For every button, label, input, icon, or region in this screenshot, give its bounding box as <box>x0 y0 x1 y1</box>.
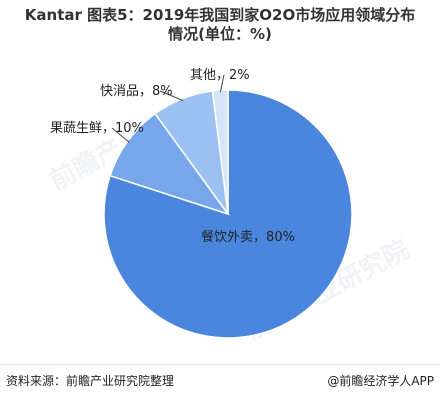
leader-line-4 <box>219 74 225 93</box>
source-note: 资料来源：前瞻产业研究院整理 <box>6 374 175 388</box>
chart-title: Kantar 图表5：2019年我国到家O2O市场应用领域分布 情况(单位：%) <box>0 6 440 44</box>
slice-label-3: 快消品，8% <box>100 84 173 99</box>
pie-slices <box>103 89 353 339</box>
footer: 资料来源：前瞻产业研究院整理 @前瞻经济学人APP <box>0 370 440 390</box>
leader-line-3 <box>159 90 184 102</box>
leader-line-2 <box>111 127 130 143</box>
slice-label-2: 果蔬生鲜，10% <box>50 121 144 136</box>
pie-slice-4 <box>211 89 229 215</box>
chart-title-line-2: 情况(单位：%) <box>168 25 272 43</box>
pie-labels: 餐饮外卖，80% 果蔬生鲜，10% 快消品，8% 其他，2% <box>50 68 295 245</box>
footer-divider <box>0 364 440 365</box>
brand-credit: @前瞻经济学人APP <box>327 374 434 388</box>
slice-label-1: 餐饮外卖，80% <box>201 229 295 245</box>
slice-label-4: 其他，2% <box>190 68 250 83</box>
chart-title-line-1: Kantar 图表5：2019年我国到家O2O市场应用领域分布 <box>24 6 416 24</box>
